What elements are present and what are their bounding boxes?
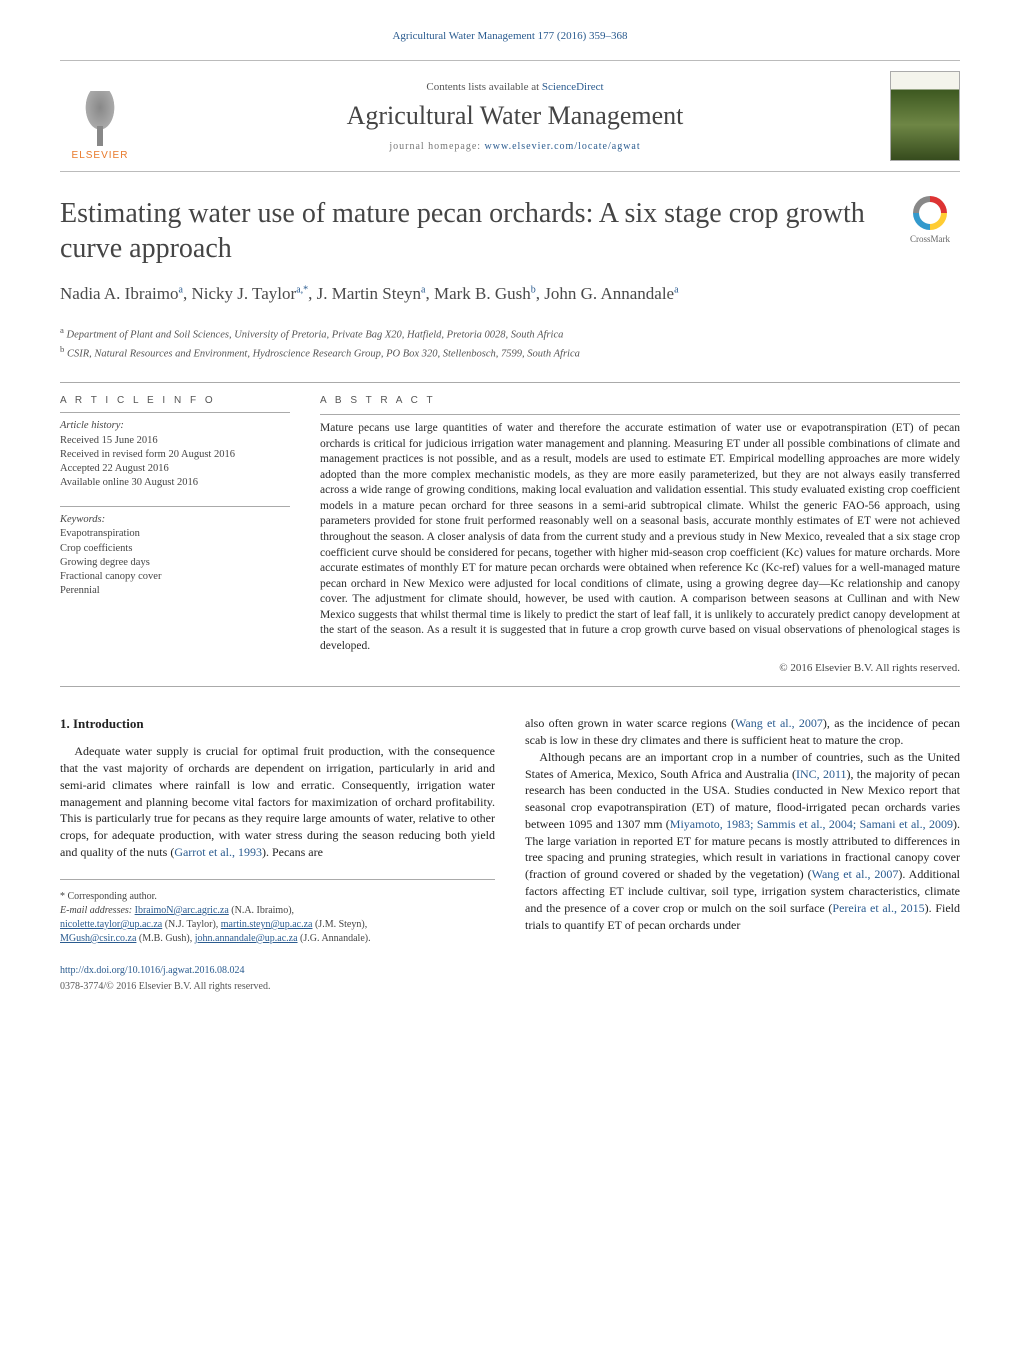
history-1: Received in revised form 20 August 2016 (60, 448, 290, 462)
article-info-heading: A R T I C L E I N F O (60, 395, 290, 406)
homepage-link[interactable]: www.elsevier.com/locate/agwat (485, 141, 641, 152)
rule-kw (60, 506, 290, 507)
affiliation-b: b CSIR, Natural Resources and Environmen… (60, 343, 960, 362)
rule-info (60, 412, 290, 413)
corresponding-author-note: * Corresponding author. (60, 890, 495, 904)
ref-inc[interactable]: INC, 2011 (796, 767, 847, 781)
footnotes: * Corresponding author. E-mail addresses… (60, 879, 495, 946)
kw-0: Evapotranspiration (60, 527, 290, 541)
kw-4: Perennial (60, 584, 290, 598)
crossmark-icon (913, 196, 947, 230)
column-1: 1. Introduction Adequate water supply is… (60, 715, 495, 994)
affiliations: a Department of Plant and Soil Sciences,… (60, 324, 960, 362)
ref-pereira[interactable]: Pereira et al., 2015 (832, 901, 924, 915)
title-row: Estimating water use of mature pecan orc… (60, 196, 960, 266)
abstract-heading: A B S T R A C T (320, 395, 960, 406)
kw-1: Crop coefficients (60, 542, 290, 556)
meta-row: A R T I C L E I N F O Article history: R… (60, 395, 960, 674)
contents-line: Contents lists available at ScienceDirec… (140, 81, 890, 93)
journal-cover-thumb (890, 71, 960, 161)
citation-link[interactable]: Agricultural Water Management 177 (2016)… (392, 30, 627, 42)
abstract: A B S T R A C T Mature pecans use large … (320, 395, 960, 674)
elsevier-tree-icon (75, 91, 125, 146)
article-title: Estimating water use of mature pecan orc… (60, 196, 900, 266)
rule-bottom (60, 686, 960, 687)
col1-p1: Adequate water supply is crucial for opt… (60, 743, 495, 861)
column-2: also often grown in water scarce regions… (525, 715, 960, 994)
abstract-copyright: © 2016 Elsevier B.V. All rights reserved… (320, 662, 960, 674)
abstract-text: Mature pecans use large quantities of wa… (320, 421, 960, 654)
journal-homepage: journal homepage: www.elsevier.com/locat… (140, 141, 890, 152)
history-label: Article history: (60, 419, 290, 433)
doi-link[interactable]: http://dx.doi.org/10.1016/j.agwat.2016.0… (60, 964, 495, 978)
journal-name: Agricultural Water Management (140, 101, 890, 131)
elsevier-logo: ELSEVIER (60, 71, 140, 161)
kw-2: Growing degree days (60, 556, 290, 570)
keywords: Keywords: Evapotranspiration Crop coeffi… (60, 513, 290, 598)
contents-prefix: Contents lists available at (426, 81, 541, 93)
crossmark-badge[interactable]: CrossMark (900, 196, 960, 244)
authors: Nadia A. Ibraimoa, Nicky J. Taylora,*, J… (60, 284, 960, 304)
rule-abs (320, 414, 960, 415)
section-heading: 1. Introduction (60, 715, 495, 733)
article-history: Article history: Received 15 June 2016 R… (60, 419, 290, 490)
article-info: A R T I C L E I N F O Article history: R… (60, 395, 290, 674)
rule-top (60, 382, 960, 383)
ref-miyamoto[interactable]: Miyamoto, 1983; Sammis et al., 2004; Sam… (670, 817, 953, 831)
issn-copyright: 0378-3774/© 2016 Elsevier B.V. All right… (60, 980, 495, 994)
citation-header: Agricultural Water Management 177 (2016)… (60, 30, 960, 42)
body-columns: 1. Introduction Adequate water supply is… (60, 715, 960, 994)
history-0: Received 15 June 2016 (60, 434, 290, 448)
ref-garrot[interactable]: Garrot et al., 1993 (174, 845, 262, 859)
keywords-label: Keywords: (60, 513, 290, 527)
ref-wang-1[interactable]: Wang et al., 2007 (735, 716, 823, 730)
contents-bar: ELSEVIER Contents lists available at Sci… (60, 60, 960, 172)
emails: E-mail addresses: IbraimoN@arc.agric.za … (60, 904, 495, 946)
homepage-prefix: journal homepage: (389, 141, 484, 152)
ref-wang-2[interactable]: Wang et al., 2007 (812, 867, 899, 881)
contents-center: Contents lists available at ScienceDirec… (140, 81, 890, 152)
sciencedirect-link[interactable]: ScienceDirect (542, 81, 604, 93)
col2-p1: also often grown in water scarce regions… (525, 715, 960, 749)
history-2: Accepted 22 August 2016 (60, 462, 290, 476)
crossmark-label: CrossMark (910, 234, 950, 244)
affiliation-a: a Department of Plant and Soil Sciences,… (60, 324, 960, 343)
elsevier-label: ELSEVIER (72, 150, 129, 161)
history-3: Available online 30 August 2016 (60, 476, 290, 490)
kw-3: Fractional canopy cover (60, 570, 290, 584)
col2-p2: Although pecans are an important crop in… (525, 749, 960, 934)
